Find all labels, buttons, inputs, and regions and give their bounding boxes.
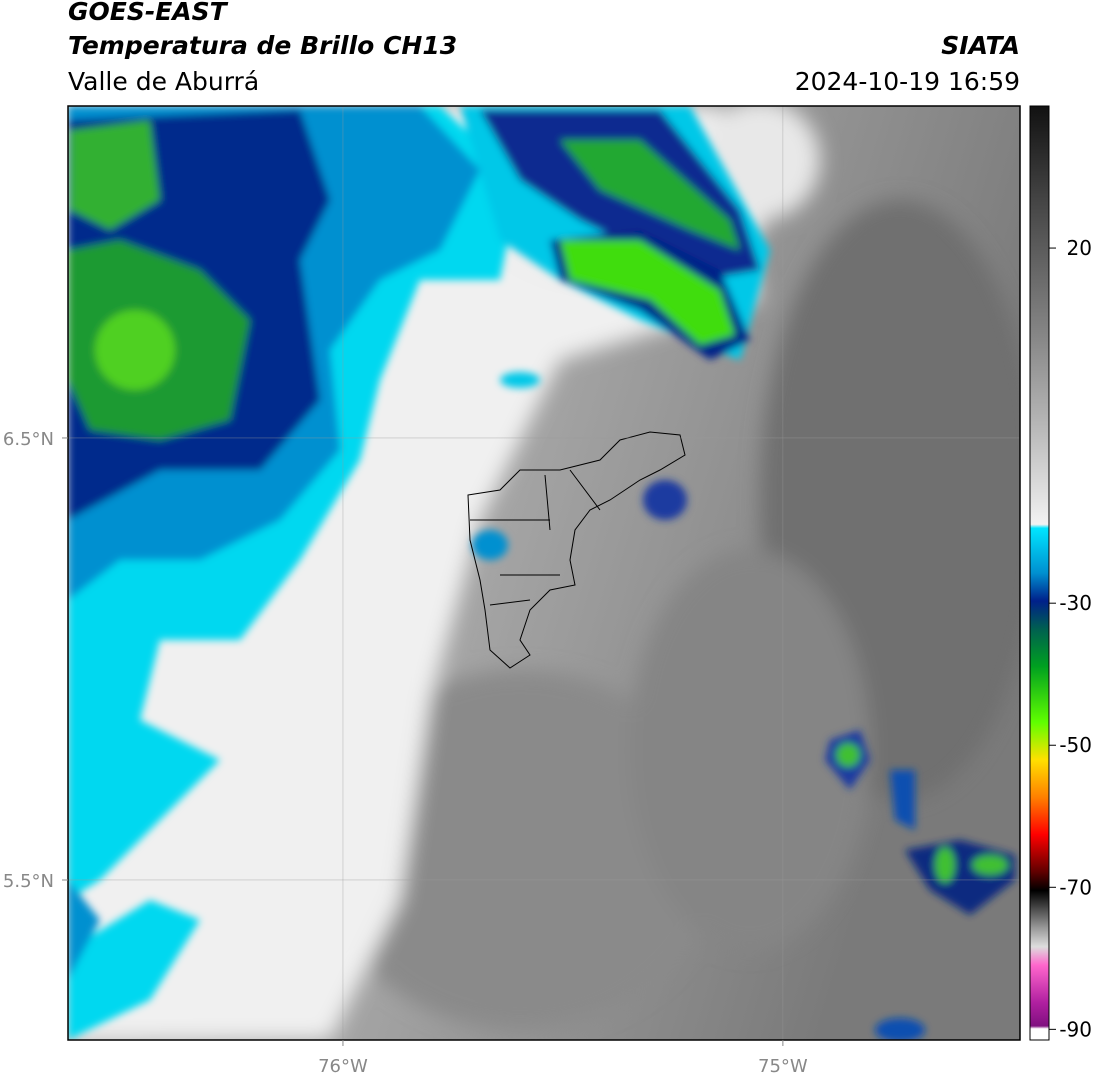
datetime: 2024-10-19 16:59 [795, 67, 1020, 96]
colorbar-tick-label: -50 [1059, 733, 1092, 757]
map-frame [67, 105, 1021, 1041]
x-tick-label: 76°W [318, 1056, 368, 1077]
colorbar-tick-label: -30 [1059, 591, 1092, 615]
colorbar-tick-label: 20 [1067, 236, 1092, 260]
title: GOES-EAST [68, 0, 229, 26]
satellite-image [68, 106, 1020, 1040]
colorbar [1029, 105, 1050, 1041]
colorbar-tick-label: -90 [1059, 1017, 1092, 1041]
y-tick-label: 6.5°N [3, 429, 54, 450]
grid [68, 106, 1020, 1040]
subtitle: Temperatura de Brillo CH13 [68, 31, 457, 60]
colorbar-tick-label: -70 [1059, 875, 1092, 899]
source: SIATA [941, 31, 1020, 60]
x-tick-label: 75°W [758, 1056, 808, 1077]
y-tick-label: 5.5°N [3, 871, 54, 892]
region: Valle de Aburrá [68, 67, 259, 96]
